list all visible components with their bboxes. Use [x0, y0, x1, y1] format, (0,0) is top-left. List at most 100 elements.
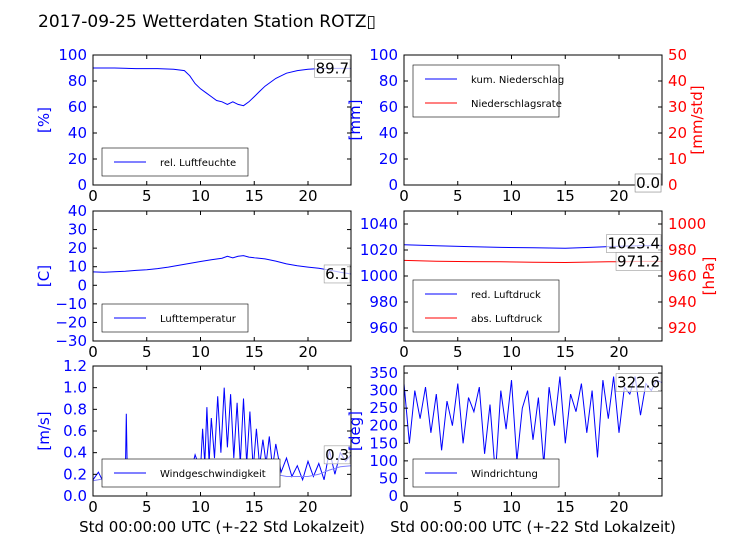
x-tick-label: 10	[191, 498, 210, 516]
series-line-5-0	[403, 376, 663, 475]
y-tick-label: 0.4	[63, 444, 87, 462]
x-tick-label: 0	[88, 343, 98, 361]
x-axis-label: Std 00:00:00 UTC (+-22 Std Lokalzeit)	[390, 518, 676, 536]
y-tick-label: 0	[77, 276, 87, 294]
y-right-tick-label: 20	[668, 124, 687, 142]
panel-wind-speed: 0 5 10 15 20 0.0 0.2 0.4 0.6 0.8 1.0 1.2 [m/s] Std 00…	[35, 357, 365, 536]
y-tick-label: −30	[55, 332, 87, 350]
x-tick-label: 0	[399, 187, 409, 205]
y-right-axis-label: [mm/std]	[688, 85, 706, 154]
x-tick-label: 0	[88, 498, 98, 516]
end-value-box	[615, 252, 662, 271]
x-tick-label: 5	[453, 343, 463, 361]
end-value-label: 971.2	[617, 252, 660, 270]
y-axis-label: [hPa]	[700, 257, 718, 296]
x-tick-label: 20	[298, 498, 317, 516]
y-tick-label: 100	[369, 46, 398, 64]
x-tick-label: 10	[191, 187, 210, 205]
y-axis-label: [m/s]	[35, 411, 53, 450]
panel-pressure: 0 5 10 15 20 960 980 1000 1020 1040 920 940 960 980 10…	[360, 210, 718, 361]
x-tick-label: 10	[502, 343, 521, 361]
x-tick-label: 0	[399, 343, 409, 361]
x-tick-label: 20	[609, 343, 628, 361]
y-tick-label: 40	[68, 202, 87, 220]
x-tick-label: 15	[245, 187, 264, 205]
y-tick-label: 20	[68, 239, 87, 257]
figure-title: 2017-09-25 Wetterdaten Station ROTZ▯	[38, 12, 376, 32]
legend-box	[412, 279, 560, 333]
y-tick-label: 40	[379, 124, 398, 142]
end-value-box	[314, 59, 351, 78]
panel-precipitation: 0 5 10 15 20 0 20 40 60 80 100 0 10 20 30 40 50 [mm] [mm/s…	[346, 46, 706, 205]
y-tick-label: 0.8	[63, 400, 87, 418]
y-tick-label: 20	[379, 150, 398, 168]
y-right-tick-label: 40	[668, 72, 687, 90]
y-tick-label: 0	[77, 176, 87, 194]
x-tick-label: 20	[298, 343, 317, 361]
y-tick-label: 60	[379, 98, 398, 116]
legend-label: Lufttemperatur	[160, 314, 237, 325]
end-value-label: 6.1	[325, 265, 349, 283]
x-tick-label: 5	[142, 187, 152, 205]
y-tick-label: 80	[68, 72, 87, 90]
end-value-label: 322.6	[617, 374, 660, 392]
x-tick-label: 15	[556, 343, 575, 361]
y-tick-label: 0.0	[63, 487, 87, 505]
y-tick-label: 30	[68, 221, 87, 239]
y-right-tick-label: 10	[668, 150, 687, 168]
x-tick-label: 5	[453, 187, 463, 205]
y-tick-label: 1.0	[63, 379, 87, 397]
y-right-tick-label: 980	[668, 241, 697, 259]
x-tick-label: 10	[502, 187, 521, 205]
x-tick-label: 20	[609, 498, 628, 516]
y-right-tick-label: 940	[668, 293, 697, 311]
end-value-box	[323, 264, 351, 284]
y-tick-label: 40	[68, 124, 87, 142]
y-tick-label: 980	[369, 293, 398, 311]
y-right-tick-label: 30	[668, 98, 687, 116]
y-tick-label: 960	[369, 319, 398, 337]
plot-frame	[92, 54, 352, 186]
end-value-label: 0.3	[325, 446, 349, 464]
y-tick-label: −10	[55, 295, 87, 313]
x-tick-label: 0	[88, 187, 98, 205]
y-tick-label: 20	[68, 150, 87, 168]
legend-label: abs. Luftdruck	[471, 314, 542, 325]
y-tick-label: 100	[58, 46, 87, 64]
y-tick-label: −20	[55, 313, 87, 331]
y-tick-label: 1.2	[63, 357, 87, 375]
y-axis-label: [%]	[35, 107, 53, 133]
legend-label: Niederschlagsrate	[471, 99, 562, 110]
plot-frame	[403, 365, 663, 497]
x-tick-label: 15	[245, 343, 264, 361]
y-tick-label: 1000	[360, 267, 398, 285]
x-tick-label: 10	[191, 343, 210, 361]
series-line-2-0	[92, 255, 352, 275]
x-tick-label: 0	[399, 498, 409, 516]
legend-label: kum. Niederschlag	[471, 75, 564, 86]
plot-frame	[403, 54, 663, 186]
y-axis-label: [C]	[35, 265, 53, 287]
y-axis-label: [deg]	[346, 411, 364, 451]
y-tick-label: 0	[388, 487, 398, 505]
y-right-tick-label: 920	[668, 319, 697, 337]
end-value-label: 1023.4	[608, 235, 661, 253]
y-tick-label: 250	[369, 399, 398, 417]
x-tick-label: 10	[502, 498, 521, 516]
legend-label: rel. Luftfeuchte	[160, 158, 236, 169]
plot-frame	[92, 210, 352, 342]
panel-humidity: 0 5 10 15 20 0 20 40 60 80 100 [%] rel. Luftfeuchte 8…	[35, 46, 352, 205]
y-tick-label: 0.2	[63, 465, 87, 483]
x-tick-label: 5	[453, 498, 463, 516]
y-tick-label: 10	[68, 258, 87, 276]
y-tick-label: 1020	[360, 241, 398, 259]
end-value-box	[634, 173, 662, 193]
y-tick-label: 200	[369, 417, 398, 435]
x-tick-label: 15	[556, 187, 575, 205]
y-tick-label: 350	[369, 364, 398, 382]
y-tick-label: 100	[369, 452, 398, 470]
end-value-label: 89.7	[316, 59, 349, 77]
end-value-label: 0.0	[636, 174, 660, 192]
